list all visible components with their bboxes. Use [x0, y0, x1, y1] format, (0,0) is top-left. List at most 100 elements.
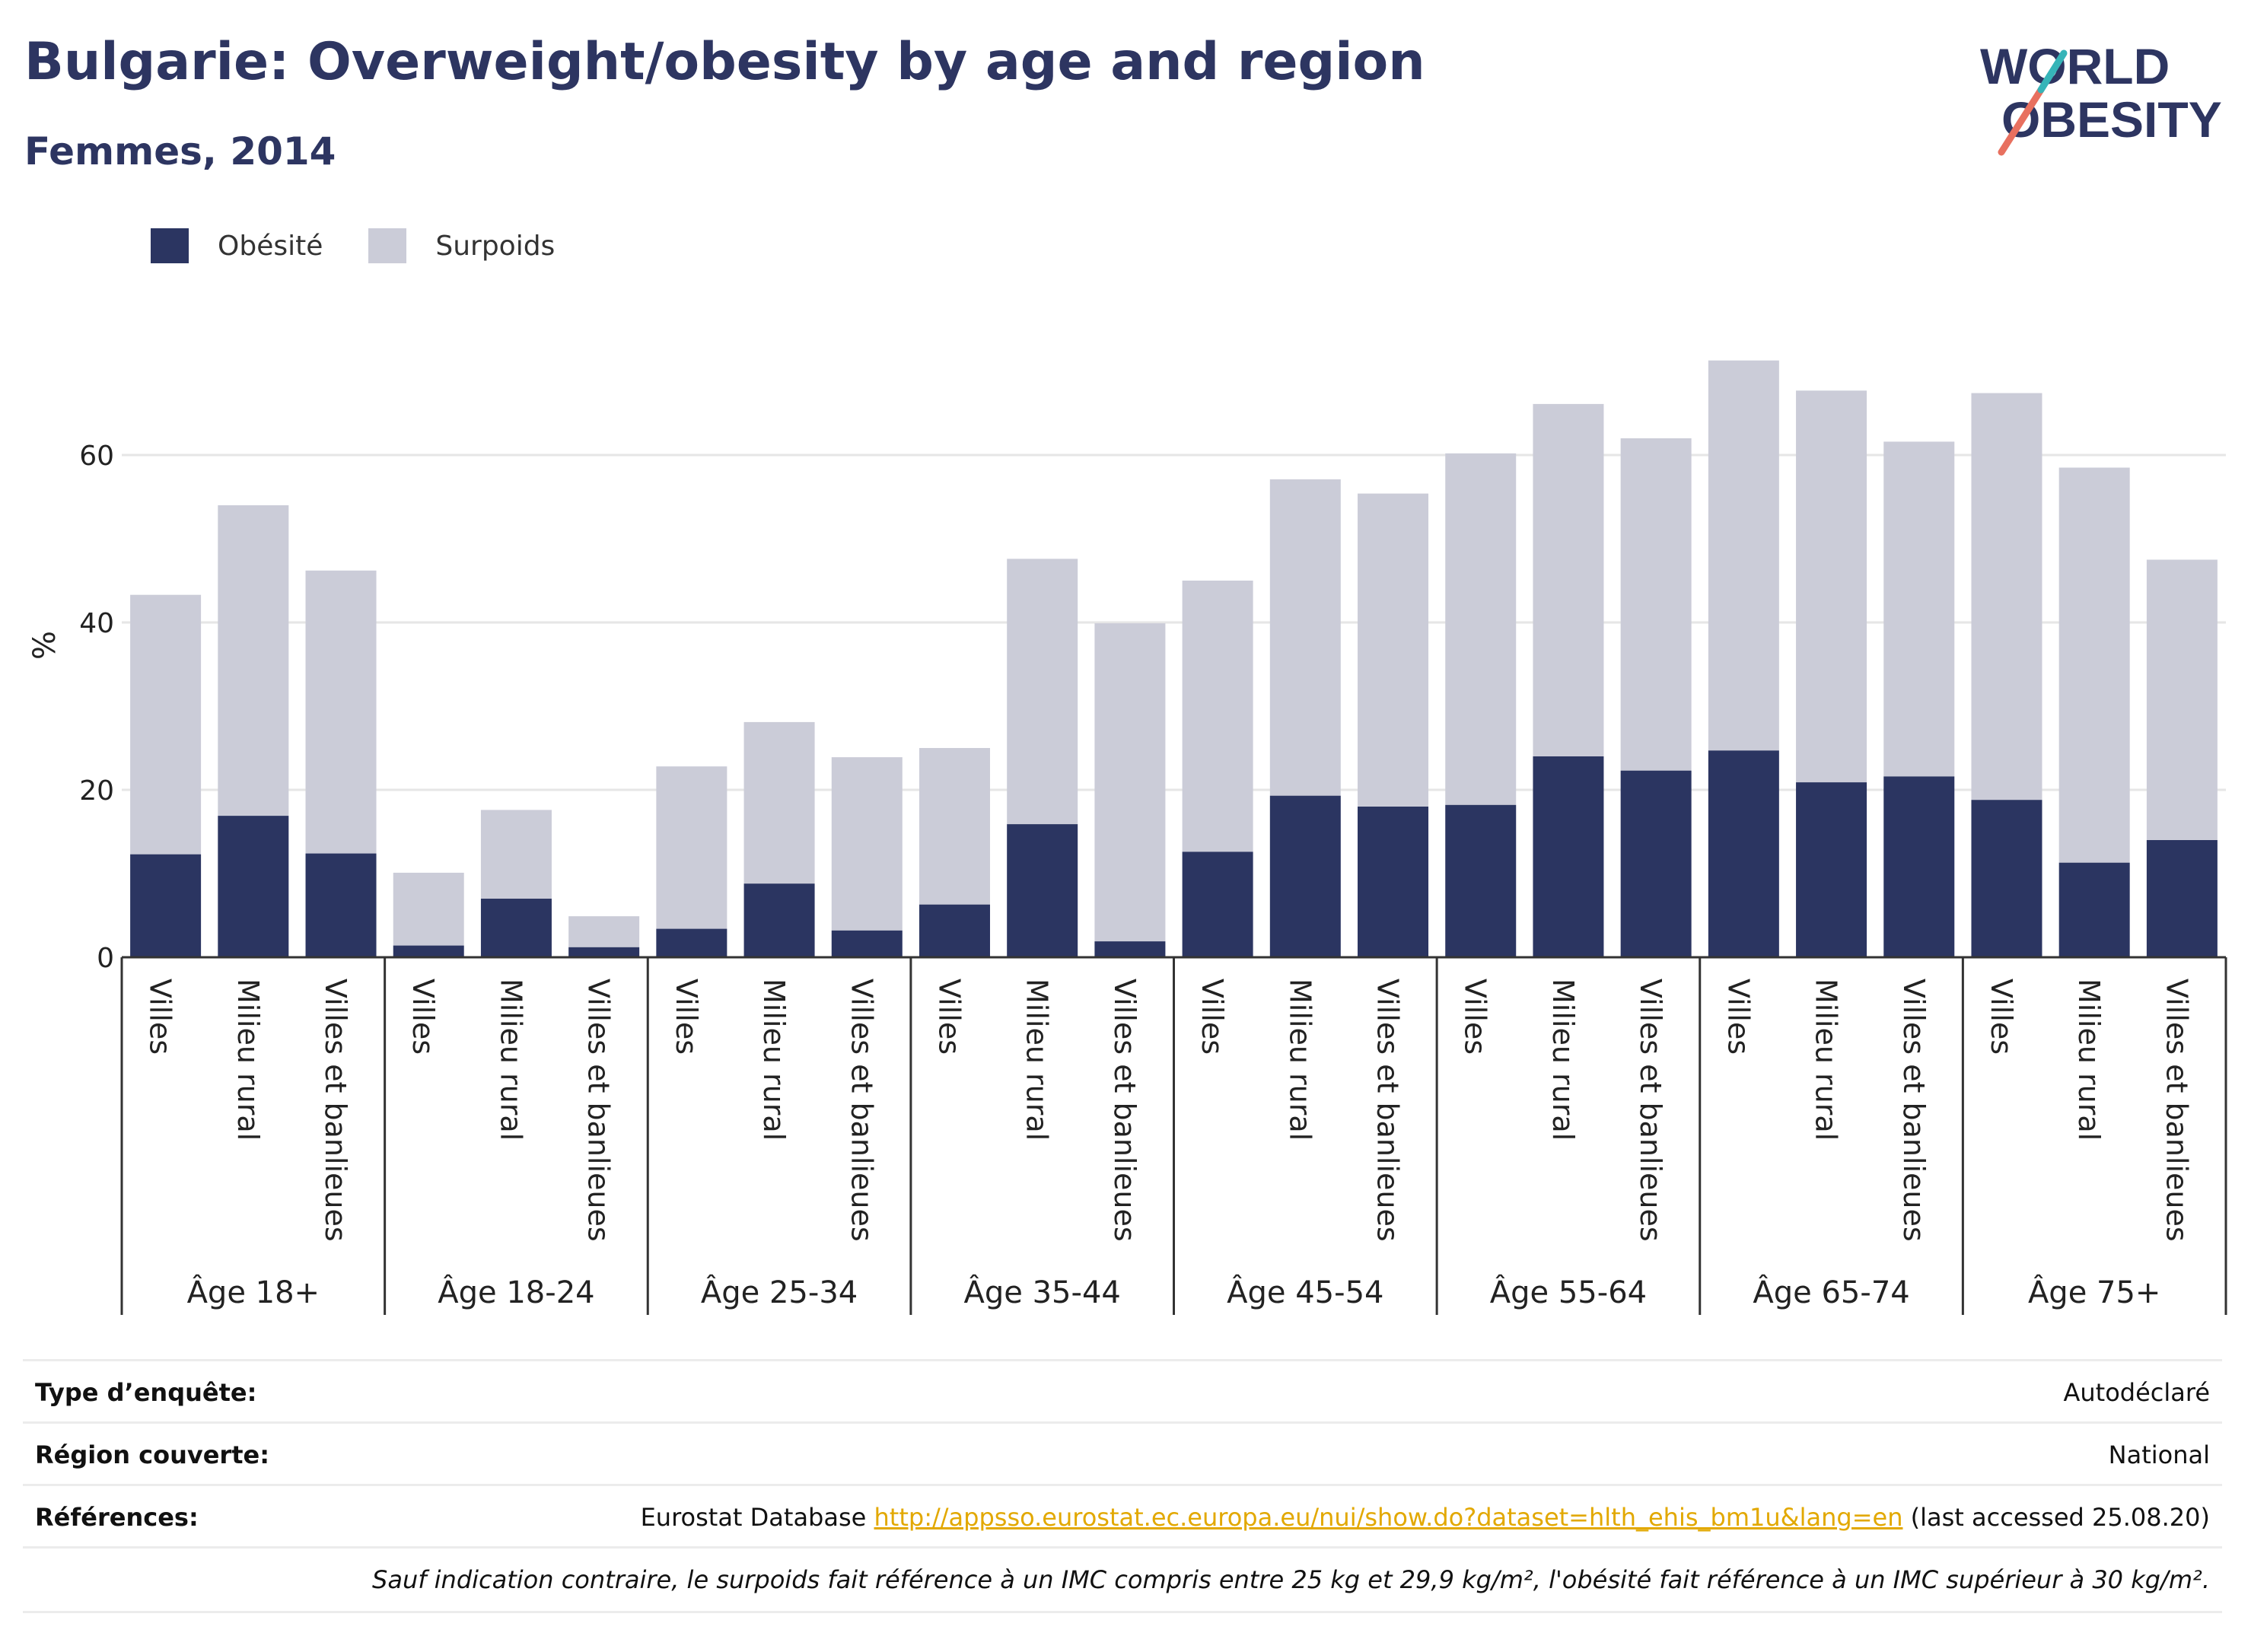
bar-overweight	[1182, 581, 1253, 852]
x-category-label: Villes et banlieues	[1897, 979, 1931, 1242]
bar-overweight	[1094, 623, 1166, 942]
bar-obesity	[2146, 840, 2218, 957]
bar-overweight	[480, 810, 552, 899]
x-category-label: Villes et banlieues	[1634, 979, 1667, 1242]
logo-slash-teal	[2037, 49, 2068, 94]
references-value: Eurostat Database http://appsso.eurostat…	[641, 1503, 2222, 1532]
x-category-label: Villes	[1721, 979, 1755, 1055]
world-obesity-logo: WORLD OBESITY	[1980, 38, 2222, 156]
x-category-label: Villes	[670, 979, 703, 1055]
logo-slash-red	[1998, 86, 2045, 156]
bar-overweight	[2146, 559, 2218, 840]
x-category-label: Villes et banlieues	[1371, 979, 1405, 1242]
bar-overweight	[1708, 360, 1779, 751]
bar-obesity	[305, 853, 377, 957]
references-suffix: (last accessed 25.08.20)	[1910, 1503, 2210, 1532]
x-group-label: Âge 18+	[187, 1274, 320, 1310]
legend-item-obesity: Obésité	[151, 228, 323, 263]
references-prefix: Eurostat Database	[640, 1503, 867, 1532]
info-row-region: Région couverte: National	[23, 1421, 2222, 1486]
legend: Obésité Surpoids	[151, 227, 600, 265]
bar-overweight	[218, 505, 289, 816]
region-label: Région couverte:	[35, 1440, 269, 1469]
x-category-label: Villes et banlieues	[2160, 979, 2193, 1242]
x-category-label: Milieu rural	[757, 979, 791, 1141]
references-label: Références:	[35, 1503, 199, 1532]
x-category-label: Villes	[1196, 979, 1229, 1055]
bar-overweight	[1533, 403, 1604, 756]
bar-obesity	[1708, 750, 1779, 957]
x-group-label: Âge 75+	[2028, 1274, 2161, 1310]
bar-obesity	[656, 928, 728, 957]
bar-overweight	[1971, 393, 2042, 801]
bar-obesity	[568, 947, 640, 957]
x-category-label: Villes et banlieues	[582, 979, 616, 1242]
bar-overweight	[305, 570, 377, 854]
chart-title: Bulgarie: Overweight/obesity by age and …	[24, 32, 1425, 92]
y-tick-label: 20	[79, 775, 114, 807]
x-category-label: Milieu rural	[1020, 979, 1054, 1141]
x-group-label: Âge 35-44	[964, 1274, 1121, 1310]
legend-overweight-label: Surpoids	[435, 230, 556, 262]
x-category-label: Villes	[1459, 979, 1492, 1055]
bar-overweight	[1269, 479, 1341, 796]
bar-overweight	[1445, 453, 1517, 805]
y-axis-label: %	[27, 631, 62, 660]
x-category-label: Milieu rural	[231, 979, 265, 1141]
bar-overweight	[1796, 390, 1867, 783]
bar-obesity	[919, 904, 990, 957]
obesity-swatch	[151, 228, 189, 263]
bar-obesity	[1007, 824, 1078, 957]
x-category-label: Milieu rural	[2072, 979, 2106, 1141]
bar-obesity	[743, 883, 815, 957]
chart-subtitle: Femmes, 2014	[24, 129, 336, 173]
bar-obesity	[831, 930, 903, 957]
bar-obesity	[1182, 851, 1253, 957]
survey-type-value: Autodéclaré	[2063, 1378, 2210, 1407]
logo-line1: WORLD	[1980, 38, 2170, 94]
x-category-label: Milieu rural	[1546, 979, 1580, 1141]
y-tick-label: 40	[79, 608, 114, 639]
bar-obesity	[130, 854, 202, 957]
stacked-bar-chart: 0 20 40 60% Villes Milieu rural Villes et banl…	[27, 360, 2227, 1315]
x-category-label: Villes et banlieues	[845, 979, 878, 1242]
x-group-label: Âge 18-24	[438, 1274, 594, 1310]
info-row-note: Sauf indication contraire, le surpoids f…	[23, 1546, 2222, 1613]
bar-overweight	[393, 872, 464, 946]
x-category-label: Villes	[406, 979, 440, 1055]
region-value: National	[2108, 1440, 2210, 1469]
bar-overweight	[568, 916, 640, 947]
bar-overweight	[831, 757, 903, 931]
x-category-label: Villes	[932, 979, 966, 1055]
bar-obesity	[1445, 804, 1517, 957]
bar-overweight	[1883, 441, 1955, 777]
bar-obesity	[1796, 782, 1867, 957]
x-category-label: Milieu rural	[1283, 979, 1317, 1141]
x-group-label: Âge 65-74	[1753, 1274, 1909, 1310]
bar-obesity	[1533, 756, 1604, 957]
bar-obesity	[1620, 770, 1692, 957]
bar-overweight	[1358, 493, 1429, 807]
x-group-label: Âge 45-54	[1227, 1274, 1383, 1310]
logo-line2: OBESITY	[2001, 91, 2222, 148]
bar-obesity	[1358, 807, 1429, 957]
info-row-survey-type: Type d’enquête: Autodéclaré	[23, 1359, 2222, 1424]
x-category-label: Milieu rural	[494, 979, 527, 1141]
references-link[interactable]: http://appsso.eurostat.ec.europa.eu/nui/…	[874, 1503, 1903, 1532]
x-category-label: Milieu rural	[1810, 979, 1843, 1141]
overweight-swatch	[368, 228, 407, 263]
bar-obesity	[218, 816, 289, 957]
x-group-label: Âge 25-34	[701, 1274, 858, 1310]
bar-obesity	[1269, 795, 1341, 957]
bar-obesity	[1094, 941, 1166, 957]
bar-overweight	[1007, 559, 1078, 825]
bar-overweight	[656, 766, 728, 929]
y-tick-label: 0	[97, 943, 114, 974]
survey-type-label: Type d’enquête:	[35, 1378, 257, 1407]
x-category-label: Villes	[144, 979, 177, 1055]
legend-item-overweight: Surpoids	[368, 228, 555, 263]
x-group-label: Âge 55-64	[1490, 1274, 1647, 1310]
bar-overweight	[743, 721, 815, 884]
bar-overweight	[2058, 467, 2130, 863]
bar-obesity	[480, 899, 552, 957]
